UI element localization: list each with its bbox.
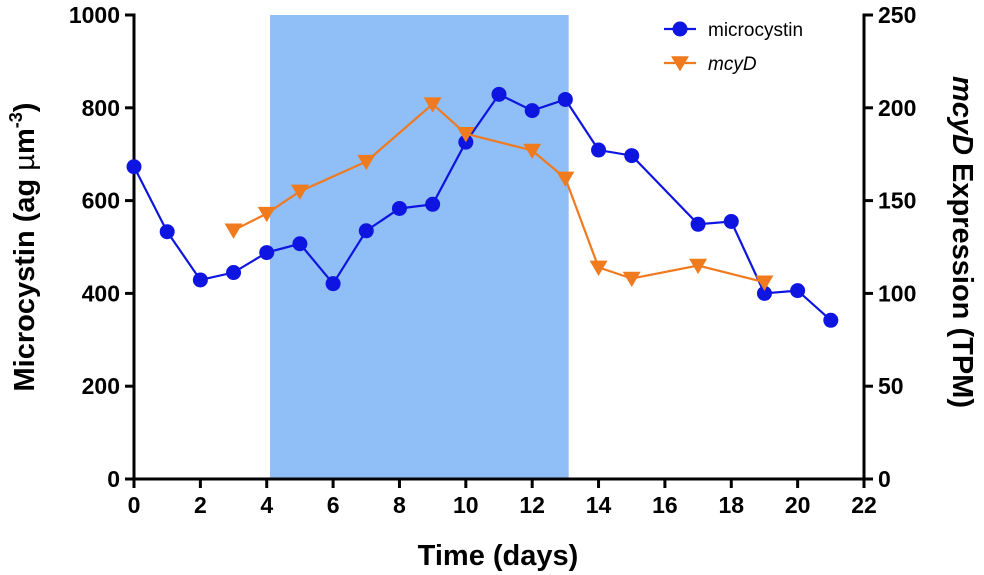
y-right-tick-label: 250 <box>878 2 916 28</box>
x-tick-label: 6 <box>327 492 340 518</box>
data-point-mcyD <box>689 258 708 275</box>
y-right-tick-label: 200 <box>878 95 916 121</box>
data-point-microcystin <box>524 103 540 119</box>
y-left-axis-title: Microcystin (ag µm-3) <box>6 103 41 392</box>
y-right-tick-label: 0 <box>878 466 891 492</box>
y-left-tick-label: 600 <box>82 188 120 214</box>
y-right-tick-label: 50 <box>878 373 904 399</box>
data-point-mcyD <box>357 154 376 171</box>
x-tick-label: 2 <box>194 492 207 518</box>
y-axis-left: 0 200 400 600 800 1000 <box>69 2 136 492</box>
data-point-mcyD <box>523 143 542 160</box>
legend-item-mcyD: mcyD <box>664 54 757 75</box>
legend-marker <box>671 56 689 72</box>
x-tick-label: 8 <box>393 492 406 518</box>
x-tick-label: 4 <box>260 492 273 518</box>
y-right-tick-label: 150 <box>878 188 916 214</box>
x-tick-label: 10 <box>453 492 479 518</box>
y-axis-right: 0 50 100 150 200 250 <box>862 2 916 492</box>
legend-item-microcystin: microcystin <box>664 20 803 41</box>
data-point-mcyD <box>456 127 475 143</box>
data-point-mcyD <box>622 271 641 288</box>
x-tick-label: 22 <box>851 492 877 518</box>
data-point-microcystin <box>723 213 739 229</box>
data-point-microcystin <box>823 312 839 328</box>
data-point-microcystin <box>591 142 607 158</box>
series-layer <box>126 86 839 328</box>
data-point-mcyD <box>589 260 608 276</box>
shaded-region <box>270 15 569 479</box>
x-tick-label: 18 <box>718 492 744 518</box>
legend-label: mcyD <box>708 54 757 75</box>
data-point-microcystin <box>491 86 507 102</box>
y-right-axis-title: mcyD Expression (TPM) <box>946 76 978 408</box>
data-point-microcystin <box>557 91 573 107</box>
y-left-tick-label: 400 <box>82 280 120 306</box>
data-point-microcystin <box>391 200 407 216</box>
data-point-microcystin <box>259 245 275 261</box>
data-point-microcystin <box>756 285 772 301</box>
data-point-microcystin <box>690 216 706 232</box>
x-tick-label: 12 <box>519 492 545 518</box>
data-point-mcyD <box>556 171 575 187</box>
x-tick-label: 0 <box>128 492 141 518</box>
data-point-mcyD <box>224 223 243 239</box>
data-point-microcystin <box>192 272 208 288</box>
x-tick-label: 20 <box>785 492 811 518</box>
data-point-microcystin <box>325 276 341 292</box>
x-axis-title: Time (days) <box>418 540 579 572</box>
x-axis: 0 2 4 6 8 10 12 14 16 18 20 22 <box>128 477 877 518</box>
data-point-mcyD <box>755 275 774 291</box>
data-point-microcystin <box>425 196 441 212</box>
series-line-mcyD <box>233 102 765 284</box>
series-mcyD <box>224 97 774 291</box>
data-point-microcystin <box>126 159 142 175</box>
y-left-tick-label: 1000 <box>69 2 120 28</box>
data-point-microcystin <box>226 265 242 281</box>
x-tick-label: 14 <box>586 492 612 518</box>
data-point-microcystin <box>624 148 640 164</box>
data-point-microcystin <box>159 224 175 240</box>
data-point-microcystin <box>292 236 308 252</box>
legend-label: microcystin <box>708 20 803 41</box>
data-point-microcystin <box>358 223 374 239</box>
data-point-mcyD <box>423 97 442 113</box>
x-tick-label: 16 <box>652 492 678 518</box>
y-left-tick-label: 0 <box>107 466 120 492</box>
legend: microcystin mcyD <box>664 20 803 75</box>
legend-marker <box>672 21 688 37</box>
data-point-microcystin <box>790 283 806 299</box>
y-left-tick-label: 800 <box>82 95 120 121</box>
data-point-mcyD <box>290 184 309 200</box>
data-point-mcyD <box>257 206 276 223</box>
y-left-tick-label: 200 <box>82 373 120 399</box>
y-right-tick-label: 100 <box>878 280 916 306</box>
